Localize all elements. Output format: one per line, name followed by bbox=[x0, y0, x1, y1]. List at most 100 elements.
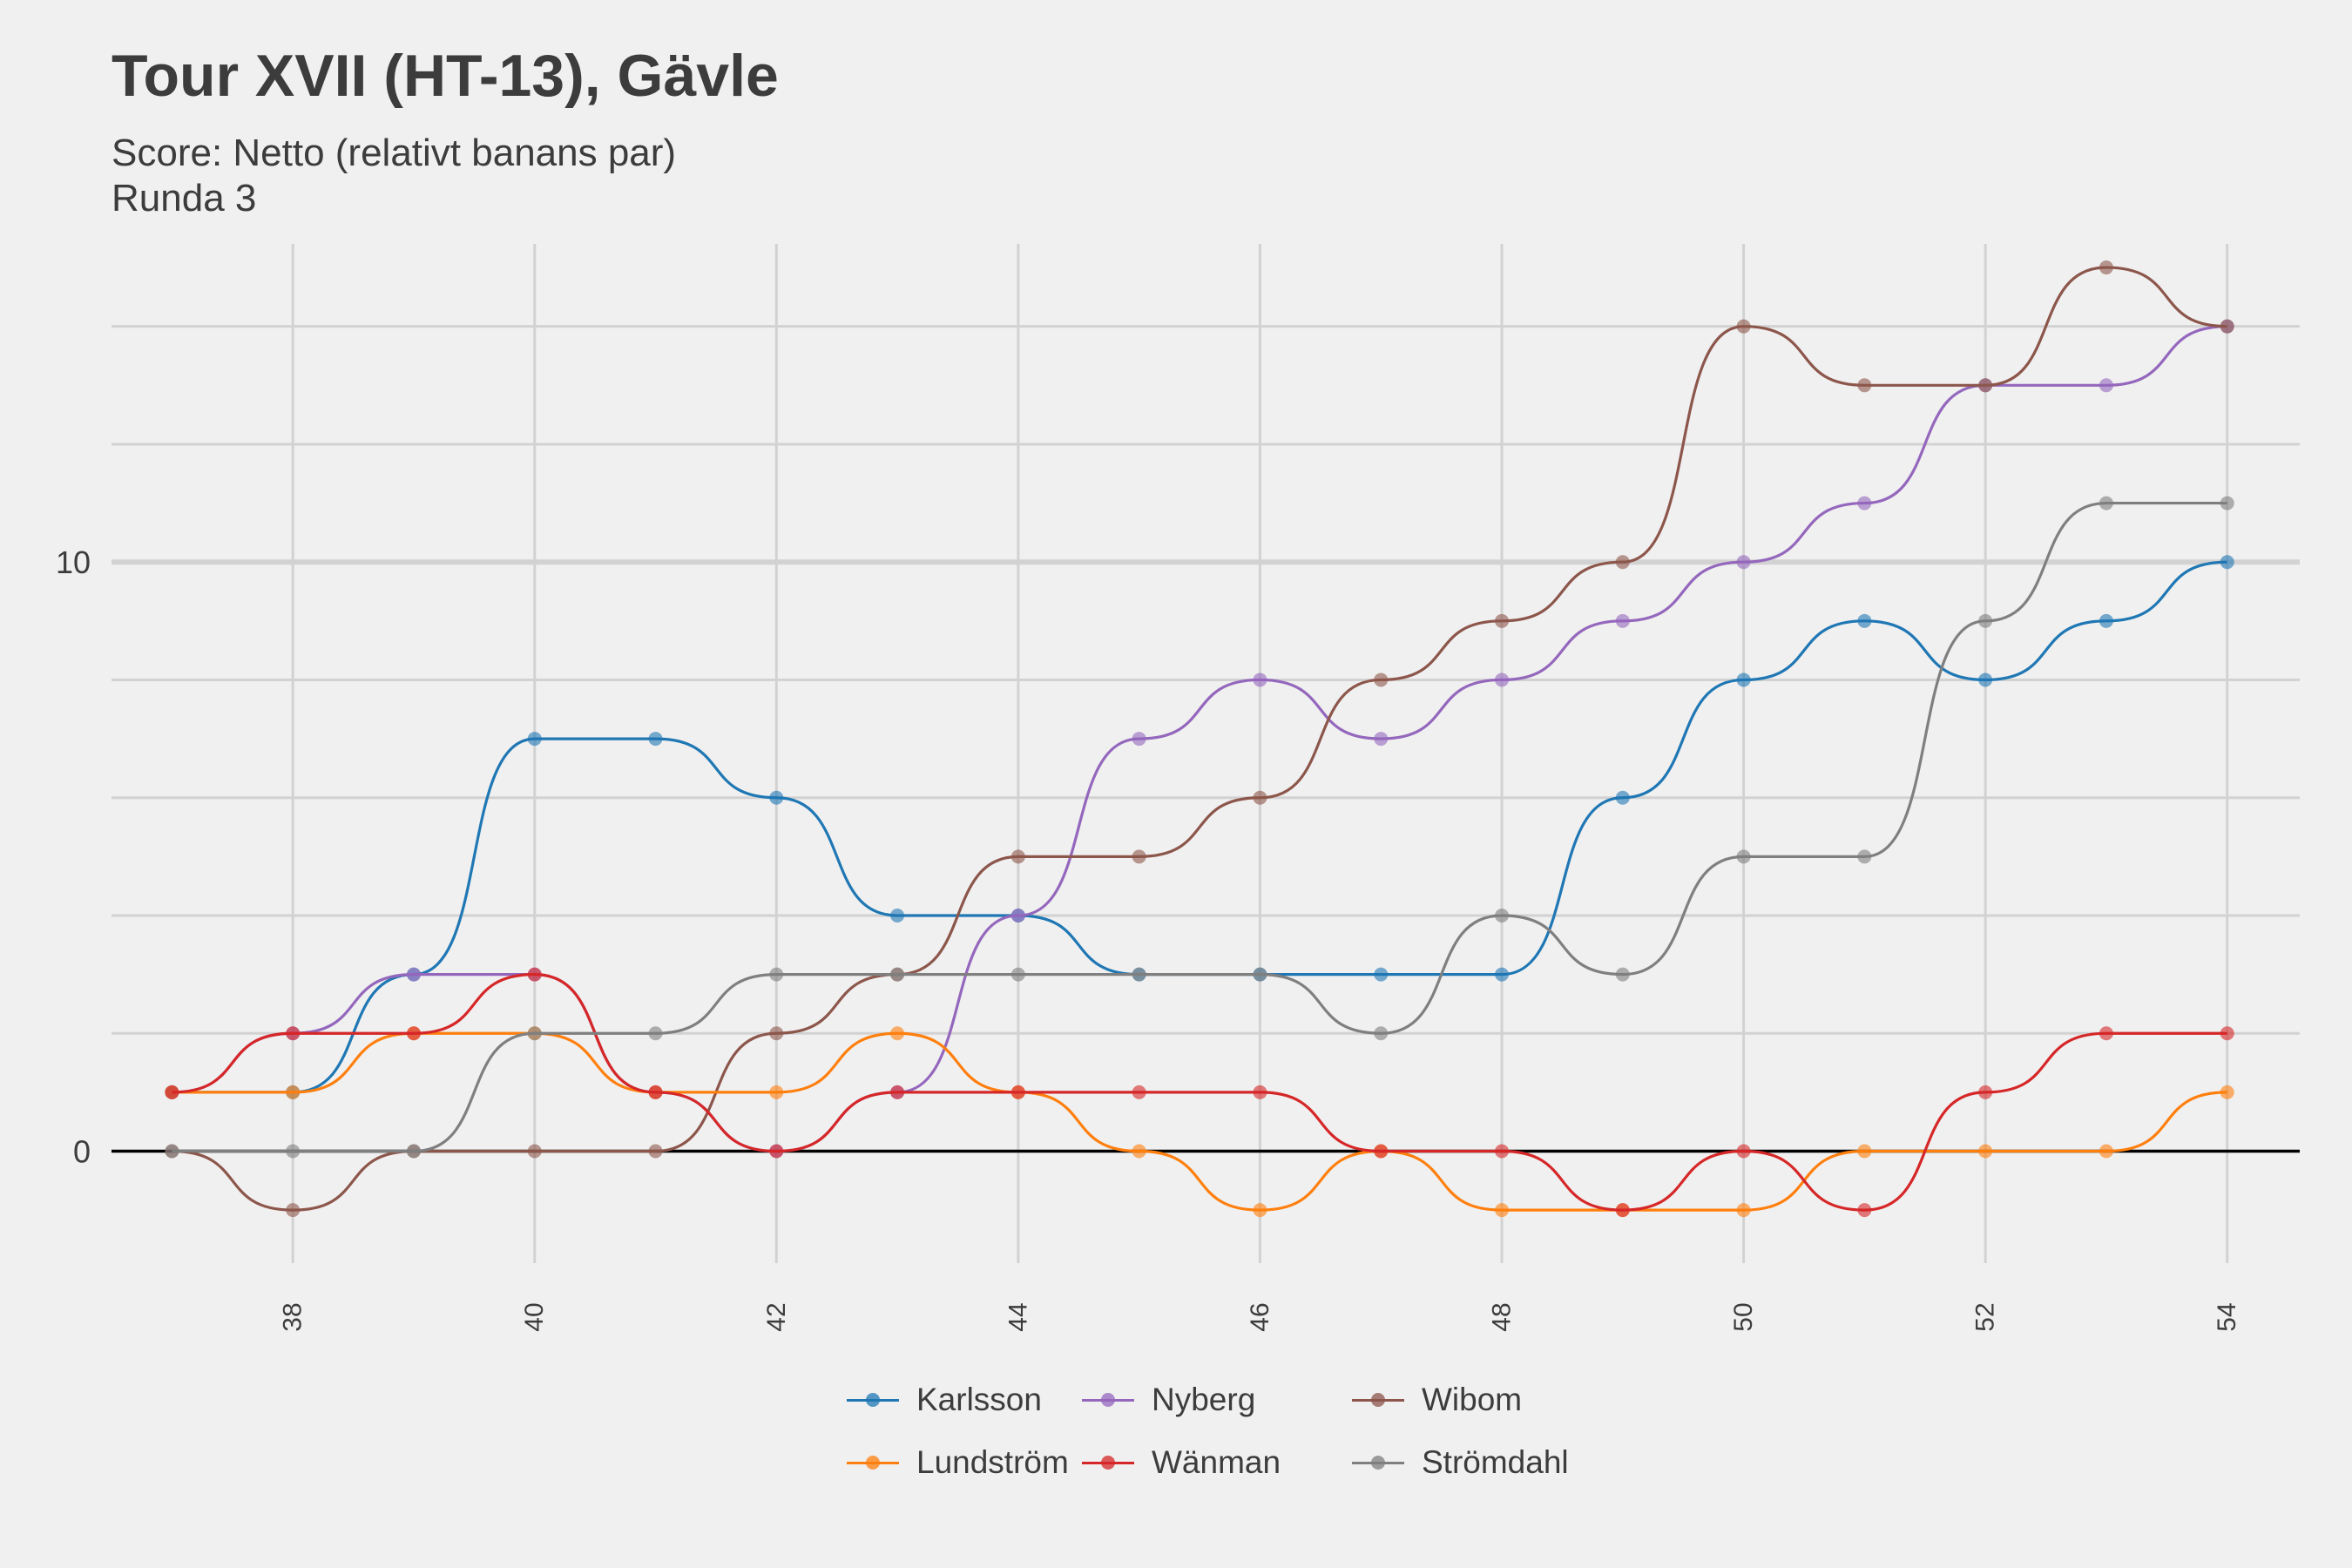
legend-swatch bbox=[1080, 1391, 1136, 1409]
data-point-strömdahl bbox=[2220, 496, 2234, 510]
data-point-wibom bbox=[527, 1144, 542, 1159]
data-point-wänman bbox=[1253, 1085, 1267, 1099]
data-point-nyberg bbox=[1374, 732, 1389, 747]
data-point-wänman bbox=[1978, 1085, 1993, 1099]
x-tick-label: 42 bbox=[762, 1302, 791, 1331]
data-point-nyberg bbox=[1615, 613, 1630, 628]
data-point-wänman bbox=[769, 1144, 784, 1159]
data-point-lundström bbox=[1978, 1144, 1993, 1159]
series-line-wänman bbox=[172, 973, 2227, 1212]
data-point-karlsson bbox=[769, 790, 784, 805]
data-point-wibom bbox=[1978, 378, 1993, 393]
data-point-karlsson bbox=[1615, 790, 1630, 805]
data-point-wibom bbox=[286, 1203, 301, 1218]
series-line-nyberg bbox=[172, 325, 2227, 1153]
data-point-karlsson bbox=[1857, 613, 1872, 628]
legend-item: Nyberg bbox=[1080, 1376, 1350, 1423]
data-point-strömdahl bbox=[2099, 496, 2113, 510]
data-point-karlsson bbox=[890, 908, 905, 923]
subtitle-line: Runda 3 bbox=[112, 177, 257, 220]
data-point-strömdahl bbox=[1253, 967, 1267, 982]
data-point-wibom bbox=[1495, 613, 1510, 628]
legend-label: Wänman bbox=[1152, 1444, 1281, 1480]
data-point-wänman bbox=[1374, 1144, 1389, 1159]
data-point-lundström bbox=[2220, 1085, 2234, 1099]
data-point-wibom bbox=[1374, 672, 1389, 687]
legend-item: Strömdahl bbox=[1350, 1439, 1577, 1486]
data-point-nyberg bbox=[1253, 672, 1267, 687]
legend-item: Lundström bbox=[845, 1439, 1080, 1486]
data-point-karlsson bbox=[648, 732, 663, 747]
data-point-wibom bbox=[2220, 319, 2234, 334]
data-point-wibom bbox=[1132, 849, 1146, 864]
data-point-wänman bbox=[1010, 1085, 1025, 1099]
data-point-strömdahl bbox=[1615, 967, 1630, 982]
legend-swatch bbox=[1350, 1454, 1406, 1471]
data-point-wibom bbox=[1857, 378, 1872, 393]
chart-subtitle: Score: Netto (relativt banans par) Runda… bbox=[112, 131, 676, 221]
legend-label: Wibom bbox=[1422, 1382, 1523, 1417]
data-point-wänman bbox=[165, 1085, 179, 1099]
series-line-wibom bbox=[172, 266, 2227, 1212]
data-point-wänman bbox=[406, 1026, 421, 1041]
x-tick-label: 50 bbox=[1729, 1302, 1758, 1331]
x-tick-label: 54 bbox=[2213, 1302, 2241, 1331]
legend-label: Lundström bbox=[916, 1444, 1069, 1480]
legend-item: Wänman bbox=[1080, 1439, 1350, 1486]
data-point-wibom bbox=[1615, 555, 1630, 570]
x-tick-label: 52 bbox=[1971, 1302, 2000, 1331]
data-point-wänman bbox=[286, 1026, 301, 1041]
data-point-wänman bbox=[2099, 1026, 2113, 1041]
data-point-wänman bbox=[527, 967, 542, 982]
data-point-strömdahl bbox=[165, 1144, 179, 1159]
data-point-lundström bbox=[1132, 1144, 1146, 1159]
data-point-wibom bbox=[1253, 790, 1267, 805]
data-point-nyberg bbox=[1010, 908, 1025, 923]
data-point-lundström bbox=[286, 1085, 301, 1099]
data-point-strömdahl bbox=[406, 1144, 421, 1159]
data-point-strömdahl bbox=[769, 967, 784, 982]
data-point-wänman bbox=[1132, 1085, 1146, 1099]
y-tick-label: 0 bbox=[73, 1134, 91, 1170]
x-tick-label: 48 bbox=[1488, 1302, 1517, 1331]
series-line-lundström bbox=[172, 1031, 2227, 1212]
data-point-wibom bbox=[1010, 849, 1025, 864]
data-point-karlsson bbox=[1495, 967, 1510, 982]
data-point-strömdahl bbox=[1978, 613, 1993, 628]
data-point-strömdahl bbox=[1132, 967, 1146, 982]
data-point-wänman bbox=[2220, 1026, 2234, 1041]
data-point-nyberg bbox=[1132, 732, 1146, 747]
data-point-strömdahl bbox=[1010, 967, 1025, 982]
data-point-wänman bbox=[648, 1085, 663, 1099]
x-tick-label: 44 bbox=[1004, 1302, 1032, 1331]
data-point-wänman bbox=[1615, 1203, 1630, 1218]
data-point-wibom bbox=[769, 1026, 784, 1041]
legend-label: Strömdahl bbox=[1422, 1444, 1569, 1480]
data-point-lundström bbox=[769, 1085, 784, 1099]
data-point-wibom bbox=[648, 1144, 663, 1159]
legend-label: Karlsson bbox=[916, 1382, 1042, 1417]
legend-item: Wibom bbox=[1350, 1376, 1577, 1423]
data-point-strömdahl bbox=[890, 967, 905, 982]
data-point-nyberg bbox=[1495, 672, 1510, 687]
data-point-lundström bbox=[2099, 1144, 2113, 1159]
data-point-wänman bbox=[890, 1085, 905, 1099]
data-point-lundström bbox=[1857, 1144, 1872, 1159]
data-point-strömdahl bbox=[527, 1026, 542, 1041]
legend-item: Karlsson bbox=[845, 1376, 1080, 1423]
legend-label: Nyberg bbox=[1152, 1382, 1256, 1417]
data-point-strömdahl bbox=[1374, 1026, 1389, 1041]
data-point-strömdahl bbox=[1736, 849, 1751, 864]
data-point-karlsson bbox=[1978, 672, 1993, 687]
legend: Karlsson Nyberg Wibom Lundström Wänman Strömd… bbox=[845, 1376, 1577, 1486]
data-point-karlsson bbox=[1374, 967, 1389, 982]
data-point-wibom bbox=[1736, 319, 1751, 334]
data-point-strömdahl bbox=[286, 1144, 301, 1159]
data-point-karlsson bbox=[2220, 555, 2234, 570]
data-point-karlsson bbox=[527, 732, 542, 747]
data-point-wänman bbox=[1857, 1203, 1872, 1218]
data-point-lundström bbox=[890, 1026, 905, 1041]
data-point-wibom bbox=[2099, 260, 2113, 275]
